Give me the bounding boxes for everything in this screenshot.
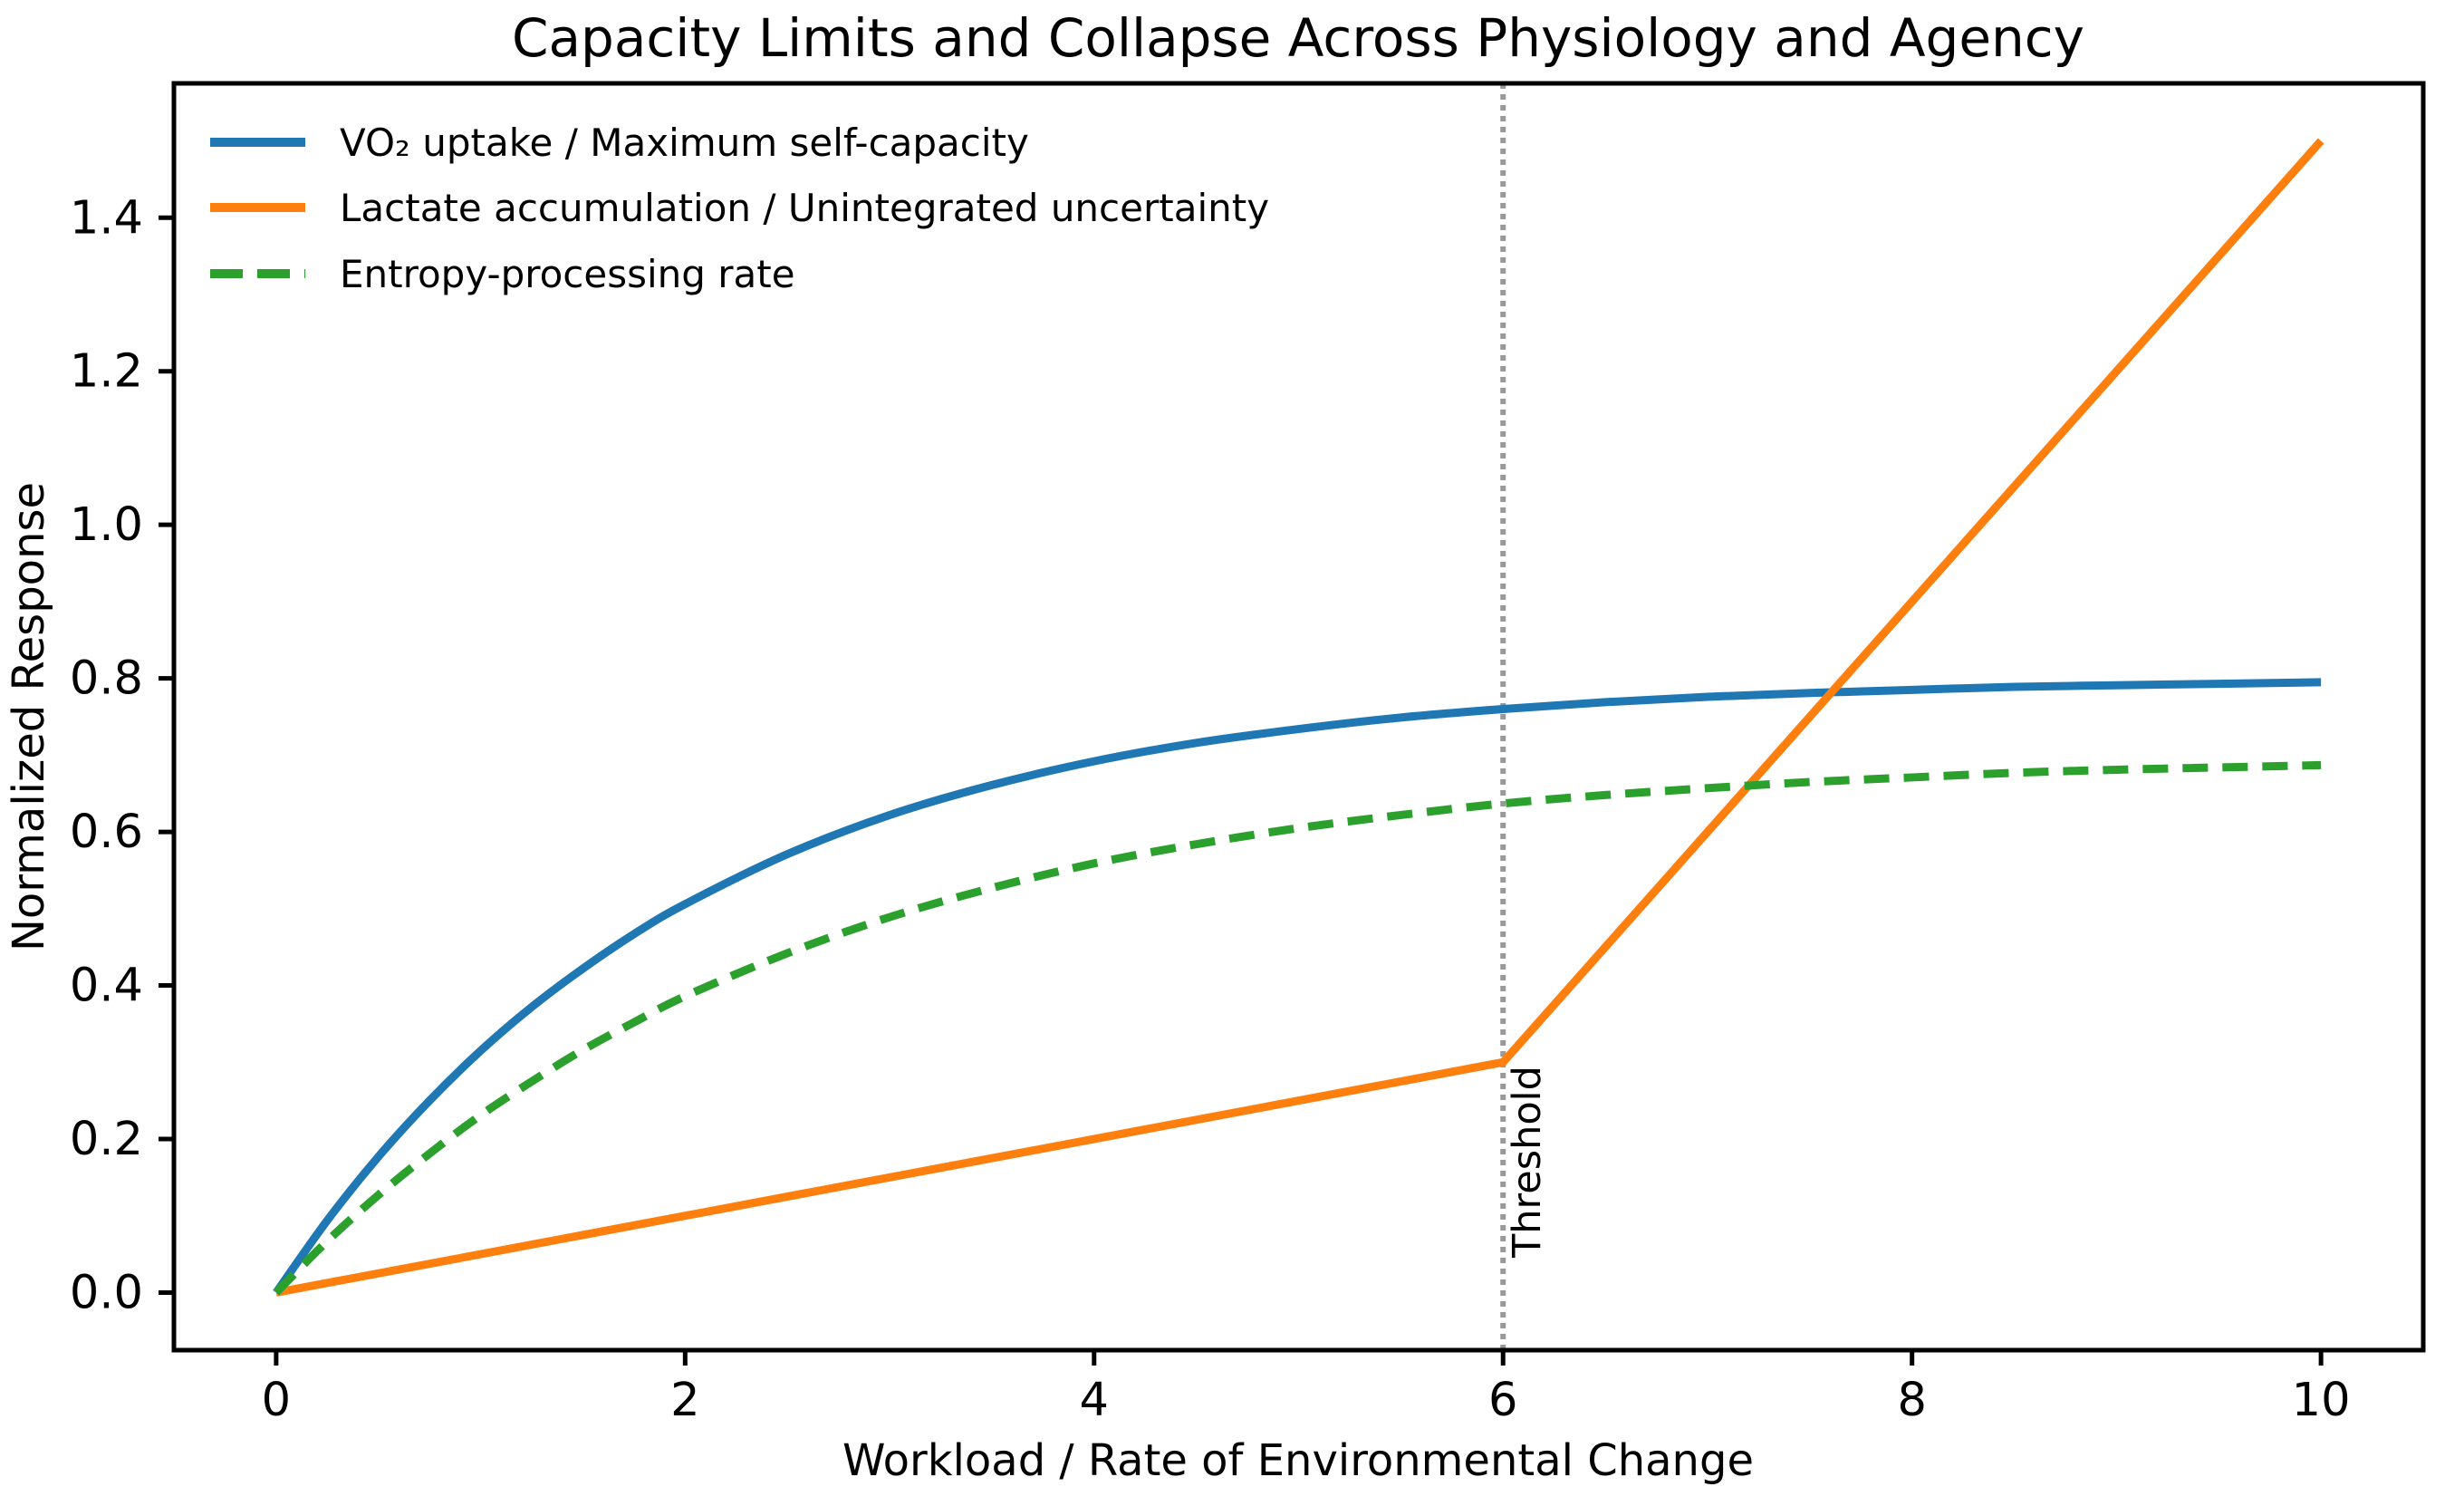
x-tick-label: 10 [2292,1374,2351,1427]
x-tick-label: 4 [1080,1374,1109,1427]
x-tick-label: 6 [1488,1374,1517,1427]
legend-label-vo2: VO₂ uptake / Maximum self-capacity [340,121,1029,165]
y-tick-label: 0.0 [70,1266,143,1319]
y-tick-label: 1.2 [70,345,143,399]
y-tick-label: 0.2 [70,1113,143,1166]
y-tick-label: 1.0 [70,498,143,552]
series-layer [273,138,2324,1297]
x-tick-label: 8 [1897,1374,1926,1427]
series-line-entropy-processing-rate [273,760,2322,1296]
x-tick-label: 2 [670,1374,699,1427]
y-tick-label: 1.4 [70,191,143,245]
series-line-vo2-uptake [273,678,2322,1296]
plot-frame [171,81,2426,1353]
y-tick-label: 0.4 [70,960,143,1013]
legend-label-entropy: Entropy-processing rate [340,252,795,296]
x-tick-label: 0 [262,1374,291,1427]
chart-title: Capacity Limits and Collapse Across Phys… [512,7,2084,69]
axes-layer: 0 2 4 6 8 10 0.0 0.2 0.4 0.6 0.8 1.0 1.2 1.4 [70,81,2426,1427]
legend: VO₂ uptake / Maximum self-capacity Lacta… [210,121,1269,296]
y-tick-label: 0.8 [70,652,143,706]
x-axis-label: Workload / Rate of Environmental Change [842,1435,1754,1486]
y-axis-label: Normalized Response [4,482,54,951]
series-line-lactate-accumulation [275,138,2324,1297]
y-tick-label: 0.6 [70,806,143,859]
legend-label-lactate: Lactate accumulation / Unintegrated unce… [340,186,1269,230]
threshold-annotation-label: Threshold [1505,1066,1550,1259]
